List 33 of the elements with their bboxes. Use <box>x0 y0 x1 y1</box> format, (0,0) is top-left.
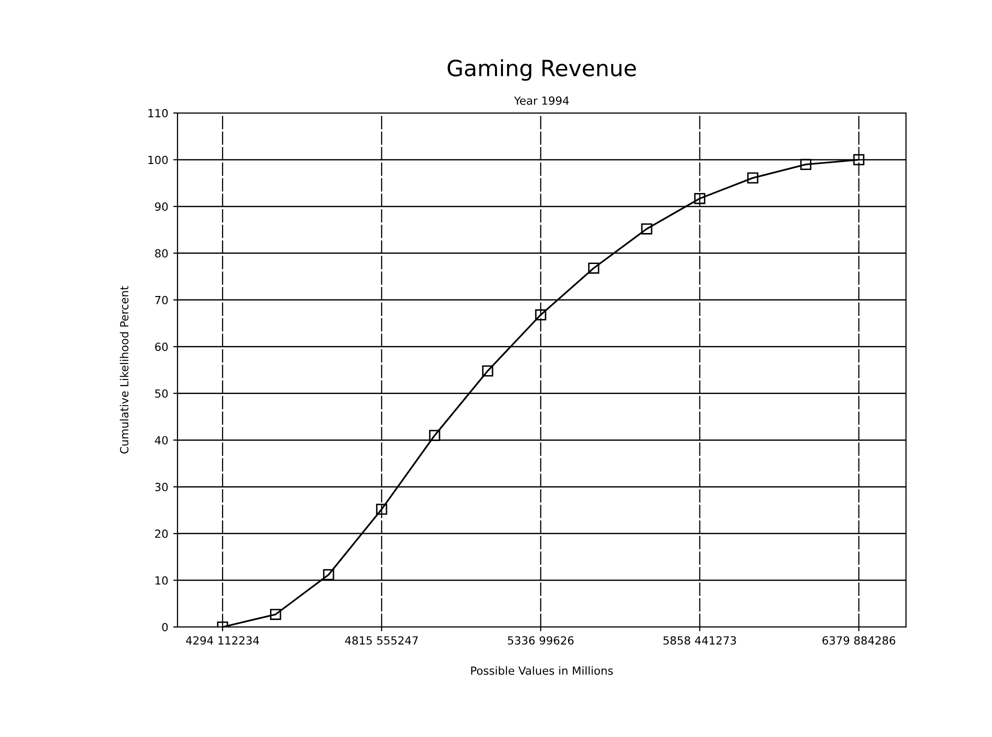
point <box>694 192 706 204</box>
y-tick-label: 80 <box>155 249 168 258</box>
y-tick-label: 90 <box>155 202 168 211</box>
y-tick-label: 50 <box>155 389 168 398</box>
point <box>270 608 282 620</box>
point <box>429 430 440 441</box>
point <box>641 223 652 234</box>
chart-title: Gaming Revenue <box>448 59 636 81</box>
y-tick-label: 60 <box>155 342 168 352</box>
y-tick-label: 40 <box>154 436 168 444</box>
x-axis-title: Possible Values in Millions <box>471 666 613 675</box>
point <box>853 154 864 166</box>
point <box>588 262 600 274</box>
y-tick-label: 0 <box>162 622 168 632</box>
point <box>747 172 758 184</box>
y-tick-label: 20 <box>155 530 168 538</box>
x-tick-label: 5336 99626 <box>508 636 574 645</box>
y-tick-label: 10 <box>156 576 168 585</box>
y-tick-label: 110 <box>148 108 168 118</box>
point <box>800 158 812 170</box>
x-tick-label: 4294 112234 <box>186 636 260 645</box>
point <box>535 309 546 320</box>
point <box>376 504 388 515</box>
x-tick-label: 5858 441273 <box>663 636 736 645</box>
point <box>482 365 494 376</box>
x-tick-label: 6379 884286 <box>822 636 896 645</box>
y-tick-label: 100 <box>148 156 168 164</box>
x-tick-label: 4815 555247 <box>345 636 418 645</box>
chart-subtitle: Year 1994 <box>514 96 569 105</box>
y-tick-label: 70 <box>155 296 168 304</box>
y-axis-title: Cumulative Likelihood Percent <box>120 286 128 454</box>
point <box>323 569 334 580</box>
y-tick-label: 30 <box>155 482 168 492</box>
